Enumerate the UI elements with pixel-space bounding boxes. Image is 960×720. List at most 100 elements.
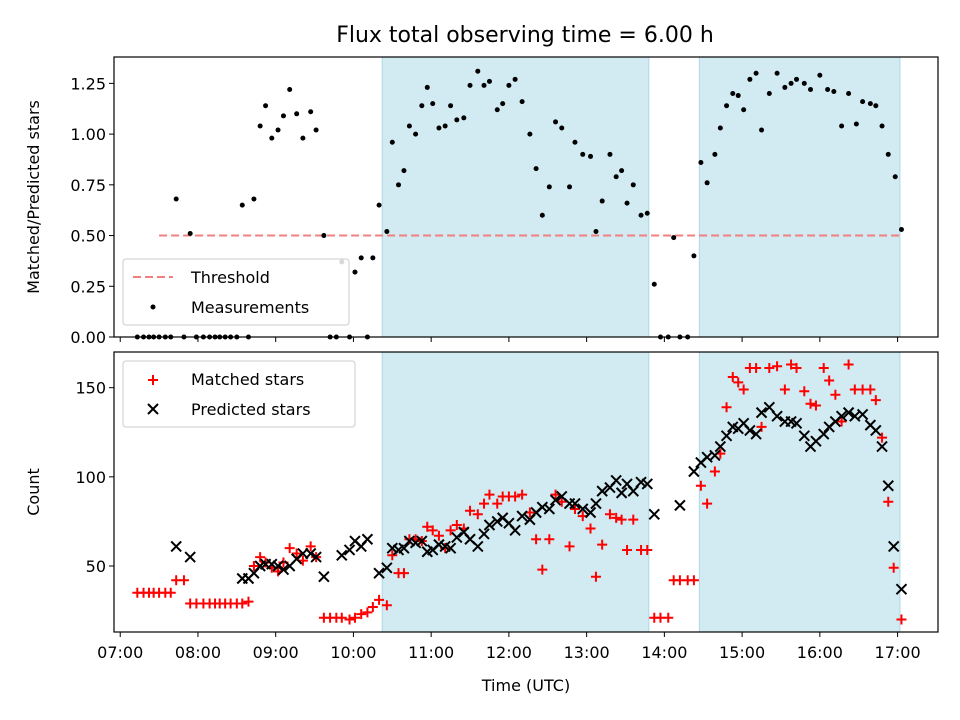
- data-point: [895, 583, 908, 595]
- chart-title: Flux total observing time = 6.00 h: [336, 23, 714, 48]
- data-point: [553, 119, 559, 125]
- data-point: [510, 491, 521, 502]
- data-point: [616, 514, 627, 525]
- data-point: [308, 109, 314, 115]
- data-point: [398, 542, 410, 554]
- y-tick-label: 1.25: [70, 74, 106, 93]
- data-point: [766, 91, 772, 97]
- data-point: [584, 506, 597, 519]
- data-point: [590, 571, 601, 582]
- data-point: [419, 103, 425, 109]
- data-point: [885, 151, 891, 157]
- data-point: [294, 111, 300, 117]
- data-point: [389, 139, 395, 145]
- x-tick-label: 09:00: [253, 643, 299, 662]
- y-tick-label: 50: [86, 557, 106, 576]
- data-point: [610, 474, 622, 487]
- data-point: [543, 503, 556, 515]
- data-point: [544, 534, 555, 545]
- data-point: [398, 568, 409, 579]
- plot-frame: [113, 56, 939, 338]
- data-point: [883, 496, 894, 507]
- data-point: [546, 184, 552, 190]
- legend-predicted-swatch: [147, 403, 159, 415]
- data-point: [876, 440, 888, 453]
- data-point: [801, 80, 807, 86]
- data-point: [641, 478, 653, 490]
- data-point: [624, 200, 630, 206]
- data-point: [627, 485, 639, 497]
- data-point: [588, 153, 594, 159]
- x-tick-label: 16:00: [797, 643, 843, 662]
- data-point: [644, 210, 650, 216]
- data-point: [604, 509, 615, 520]
- data-point: [539, 212, 545, 218]
- data-point: [531, 534, 542, 545]
- data-point: [619, 168, 625, 174]
- data-point: [733, 377, 744, 388]
- x-tick-label: 07:00: [97, 643, 143, 662]
- data-point: [771, 410, 783, 422]
- y-tick-label: 100: [75, 468, 106, 487]
- data-point: [564, 541, 575, 552]
- data-point: [704, 180, 710, 186]
- data-point: [741, 107, 747, 113]
- data-point: [799, 386, 810, 397]
- data-point: [898, 226, 904, 232]
- data-point: [356, 609, 367, 620]
- count-panel: 50 100 150 07:00 08:00 09:00 10:00 11:00 12:00 13…: [24, 351, 939, 695]
- data-point: [336, 612, 347, 623]
- data-point: [305, 541, 316, 552]
- legend-box: [122, 258, 350, 326]
- legend-measurements-swatch: [150, 304, 156, 310]
- data-point: [536, 501, 549, 513]
- data-point: [170, 540, 182, 553]
- data-point: [313, 127, 319, 133]
- x-tick-label: 17:00: [875, 643, 921, 662]
- data-point: [751, 363, 762, 374]
- data-point: [336, 549, 348, 562]
- data-point: [433, 530, 444, 541]
- data-point: [479, 498, 490, 509]
- data-point: [593, 228, 599, 234]
- data-point: [376, 202, 382, 208]
- data-point: [516, 510, 528, 522]
- data-point: [352, 269, 358, 275]
- data-point: [165, 587, 176, 598]
- x-tick-label: 12:00: [486, 643, 532, 662]
- data-point: [638, 212, 644, 218]
- data-point: [622, 544, 633, 555]
- data-point: [580, 151, 586, 157]
- data-point: [509, 524, 521, 537]
- data-point: [882, 480, 894, 492]
- data-point: [442, 123, 448, 129]
- data-point: [381, 600, 392, 611]
- legend-label: Measurements: [191, 298, 309, 317]
- data-point: [413, 131, 419, 137]
- data-point: [709, 449, 721, 462]
- data-point: [484, 489, 495, 500]
- data-point: [387, 550, 398, 561]
- data-point: [630, 182, 636, 188]
- data-point: [430, 101, 436, 107]
- data-point: [344, 614, 355, 625]
- y-tick-label: 150: [75, 379, 106, 398]
- data-point: [853, 121, 859, 127]
- data-point: [628, 514, 639, 525]
- x-tick-label: 15:00: [719, 643, 765, 662]
- data-point: [472, 509, 483, 520]
- data-point: [721, 402, 732, 413]
- data-point: [512, 76, 518, 82]
- data-point: [817, 72, 823, 78]
- data-point: [444, 542, 457, 554]
- data-point: [896, 614, 907, 625]
- data-point: [187, 231, 193, 237]
- data-point: [712, 151, 718, 157]
- data-point: [486, 78, 492, 84]
- data-point: [753, 70, 759, 76]
- data-point: [717, 125, 723, 131]
- data-point: [401, 168, 407, 174]
- data-point: [349, 612, 360, 623]
- data-point: [615, 487, 628, 499]
- legend-matched-swatch: [148, 375, 158, 385]
